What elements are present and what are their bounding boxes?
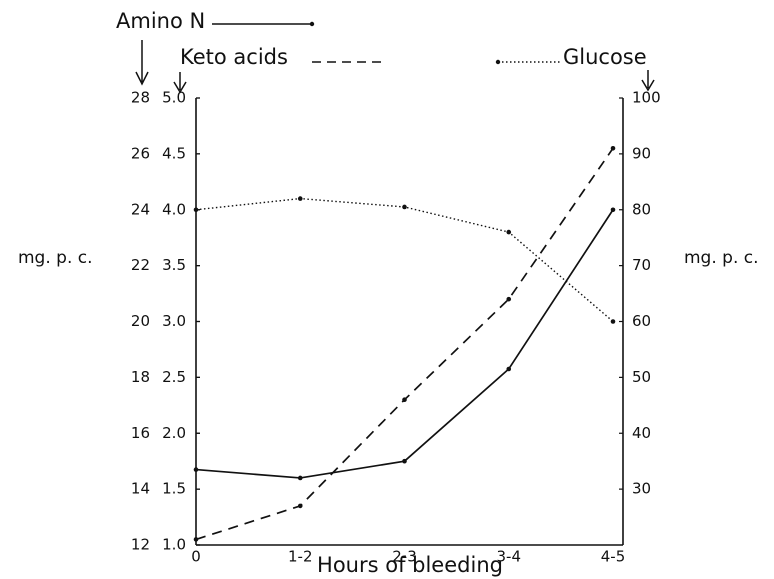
tick-label: 12 — [131, 536, 150, 554]
x-tick-label: 1-2 — [288, 548, 313, 566]
data-point — [297, 503, 303, 509]
data-point — [506, 229, 512, 235]
tick-label: 20 — [131, 312, 150, 330]
tick-label: 60 — [632, 312, 651, 330]
data-point — [297, 196, 303, 201]
x-axis-label: Hours of bleeding — [317, 553, 503, 577]
legend-keys — [212, 21, 560, 65]
data-point — [610, 207, 616, 213]
legend-glucose: Glucose — [563, 45, 647, 69]
tick-label: 1.0 — [162, 536, 186, 554]
tick-label: 28 — [131, 89, 150, 107]
x-tick-label: 4-5 — [601, 548, 626, 566]
tick-label: 2.5 — [162, 368, 186, 386]
tick-label: 4.5 — [162, 144, 186, 162]
data-point — [506, 366, 512, 372]
tick-label: 3.0 — [162, 312, 186, 330]
data-point — [402, 397, 407, 403]
data-point — [610, 319, 616, 324]
tick-label: 2.0 — [162, 424, 186, 442]
x-tick-label: 3-4 — [497, 548, 522, 566]
axis-arrows — [135, 40, 655, 94]
data-point — [193, 537, 199, 542]
series-line — [195, 197, 614, 323]
x-tick-label: 2-3 — [392, 548, 417, 566]
tick-label: 3.5 — [162, 256, 186, 274]
tick-label: 90 — [632, 144, 651, 162]
tick-label: 16 — [131, 424, 150, 442]
data-point — [297, 475, 303, 481]
data-point — [402, 458, 407, 464]
legend-amino: Amino N — [116, 9, 205, 33]
tick-label: 24 — [131, 200, 150, 218]
tick-label: 18 — [131, 368, 150, 386]
tick-label: 26 — [131, 144, 150, 162]
y-axis-label: mg. p. c. — [18, 248, 93, 268]
series-line — [195, 209, 614, 479]
y2-axis-label: mg. p. c. — [684, 248, 759, 268]
x-tick-label: 0 — [191, 548, 201, 566]
data-point — [402, 204, 407, 210]
tick-label: 30 — [632, 480, 651, 498]
tick-label: 1.5 — [162, 480, 186, 498]
legend-keto: Keto acids — [180, 45, 288, 69]
tick-label: 100 — [632, 89, 661, 107]
data-point — [193, 467, 199, 472]
tick-label: 70 — [632, 256, 651, 274]
data-point — [610, 145, 616, 151]
tick-label: 22 — [131, 256, 150, 274]
tick-label: 40 — [632, 424, 651, 442]
tick-label: 50 — [632, 368, 651, 386]
tick-label: 5.0 — [162, 89, 186, 107]
data-point — [193, 207, 199, 213]
tick-label: 4.0 — [162, 200, 186, 218]
tick-label: 14 — [131, 480, 150, 498]
data-point — [506, 296, 512, 302]
tick-label: 80 — [632, 200, 651, 218]
